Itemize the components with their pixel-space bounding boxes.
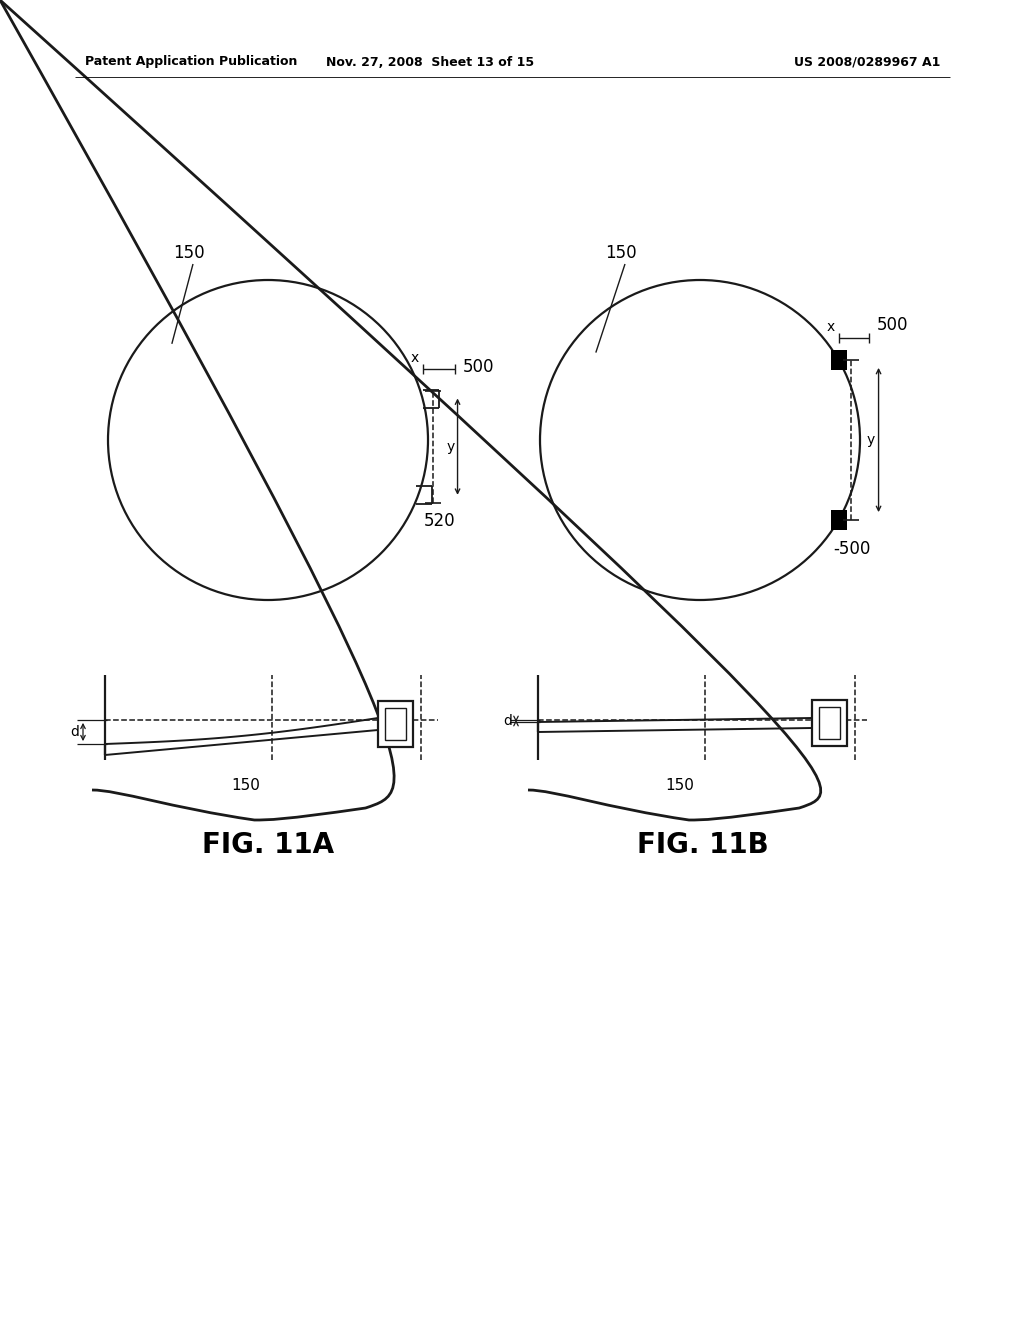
Text: 150: 150 — [665, 777, 694, 793]
Text: 150: 150 — [173, 244, 205, 261]
Text: FIG. 11A: FIG. 11A — [202, 832, 334, 859]
Bar — [385, 708, 406, 741]
Text: 150: 150 — [231, 777, 260, 793]
Bar — [378, 701, 413, 747]
Text: 500: 500 — [877, 315, 908, 334]
Bar — [819, 708, 840, 739]
Text: 150: 150 — [605, 244, 637, 261]
Bar — [812, 700, 847, 746]
Text: Patent Application Publication: Patent Application Publication — [85, 55, 297, 69]
Text: -500: -500 — [834, 540, 871, 558]
Text: 500: 500 — [463, 358, 494, 376]
Bar — [830, 510, 847, 531]
Text: Nov. 27, 2008  Sheet 13 of 15: Nov. 27, 2008 Sheet 13 of 15 — [326, 55, 535, 69]
Text: y: y — [446, 440, 455, 454]
Text: US 2008/0289967 A1: US 2008/0289967 A1 — [794, 55, 940, 69]
Text: d: d — [503, 714, 512, 729]
Text: x: x — [826, 319, 835, 334]
Text: FIG. 11B: FIG. 11B — [637, 832, 769, 859]
Text: d: d — [70, 725, 79, 739]
Text: 520: 520 — [423, 512, 455, 529]
Text: x: x — [411, 351, 419, 364]
Text: y: y — [866, 433, 874, 447]
Bar — [830, 350, 847, 370]
